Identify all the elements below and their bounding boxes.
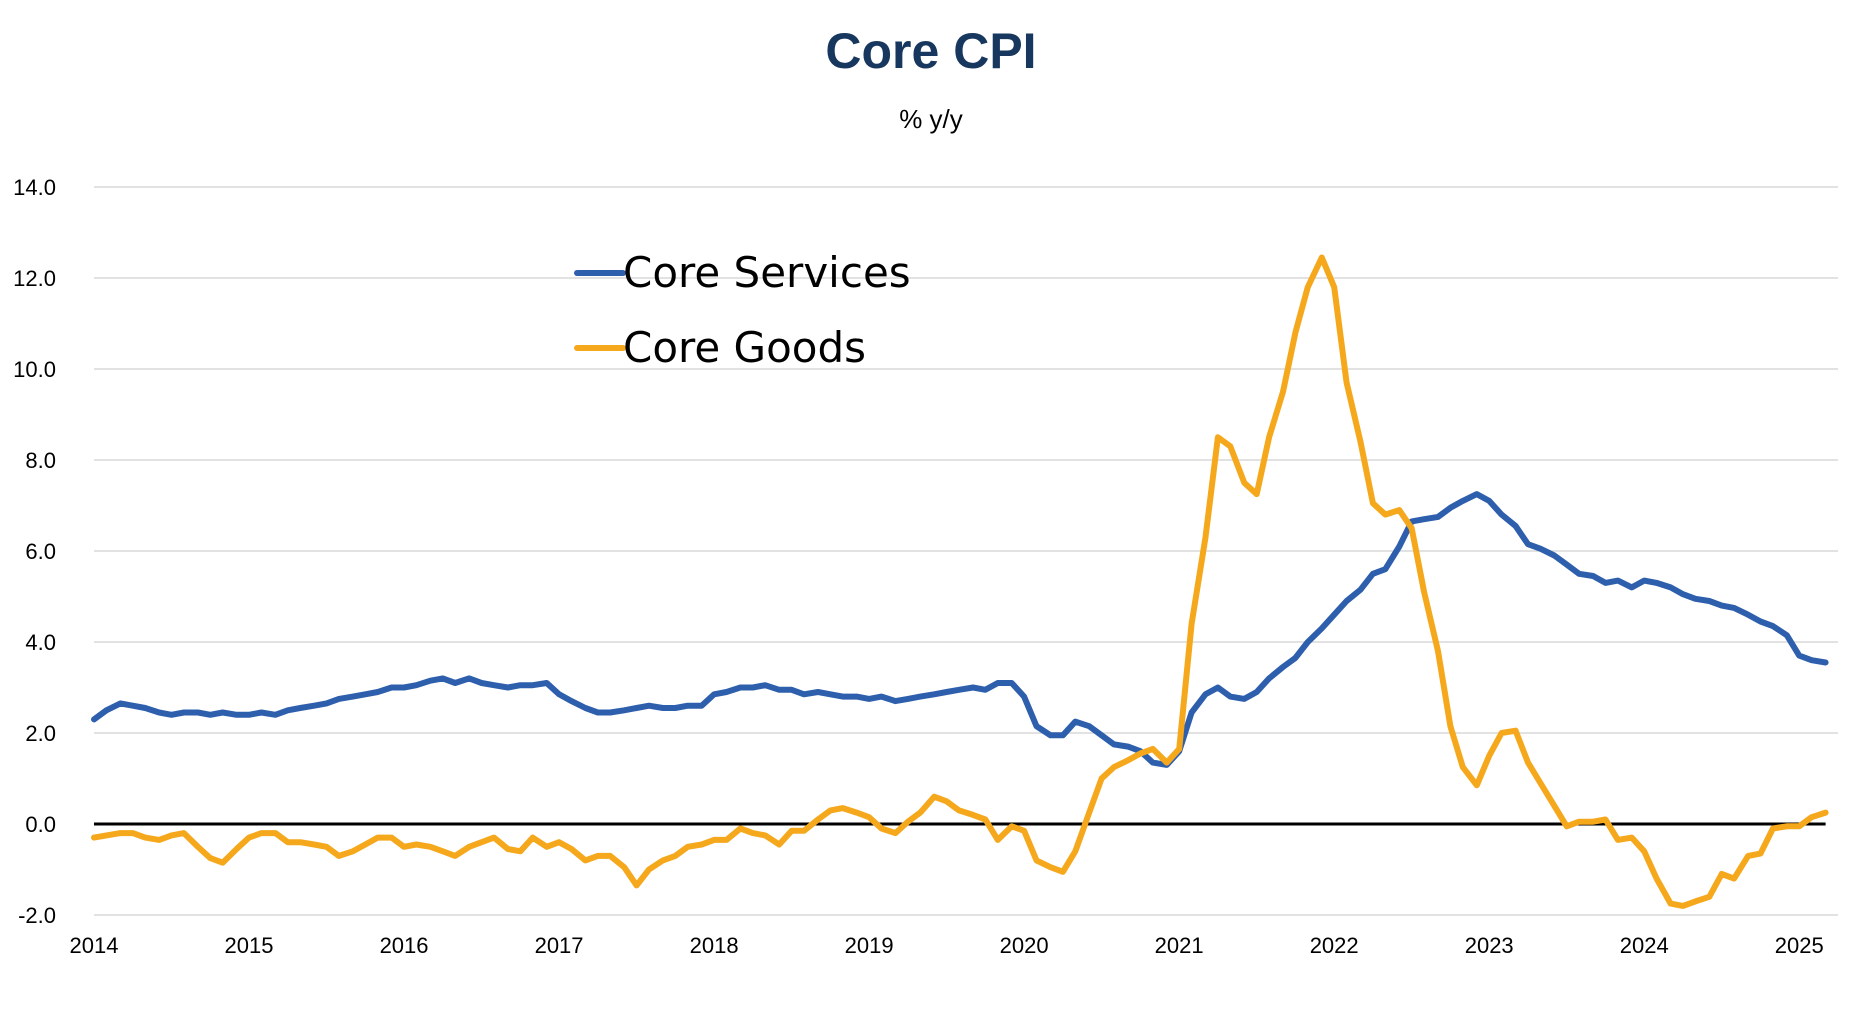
y-tick-label: 14.0 bbox=[13, 175, 56, 200]
core-goods-line bbox=[91, 254, 1829, 909]
y-tick-label: 10.0 bbox=[13, 357, 56, 382]
x-tick-label: 2016 bbox=[380, 933, 429, 958]
y-tick-label: 8.0 bbox=[25, 448, 56, 473]
gridlines bbox=[94, 186, 1838, 916]
x-tick-label: 2020 bbox=[1000, 933, 1049, 958]
x-tick-label: 2019 bbox=[845, 933, 894, 958]
y-tick-label: 0.0 bbox=[25, 812, 56, 837]
core-services-line bbox=[91, 491, 1829, 768]
x-tick-label: 2022 bbox=[1310, 933, 1359, 958]
y-tick-label: 4.0 bbox=[25, 630, 56, 655]
y-tick-label: 2.0 bbox=[25, 721, 56, 746]
x-tick-label: 2015 bbox=[225, 933, 274, 958]
x-tick-label: 2021 bbox=[1155, 933, 1204, 958]
x-tick-label: 2024 bbox=[1620, 933, 1669, 958]
x-tick-label: 2018 bbox=[690, 933, 739, 958]
legend: Core Services Core Goods bbox=[574, 248, 911, 372]
y-tick-label: 12.0 bbox=[13, 266, 56, 291]
chart-title: Core CPI bbox=[825, 23, 1037, 79]
x-tick-label: 2025 bbox=[1775, 933, 1824, 958]
x-tick-label: 2017 bbox=[535, 933, 584, 958]
x-tick-label: 2023 bbox=[1465, 933, 1514, 958]
chart-subtitle: % y/y bbox=[899, 104, 963, 134]
y-axis-ticks: 14.0 12.0 10.0 8.0 6.0 4.0 2.0 0.0 -2.0 bbox=[13, 175, 56, 928]
legend-label-core-services: Core Services bbox=[623, 248, 911, 297]
x-axis-ticks: 2014 2015 2016 2017 2018 2019 2020 2021 2022 2023… bbox=[70, 933, 1824, 958]
series-lines bbox=[91, 254, 1829, 909]
y-tick-label: -2.0 bbox=[18, 903, 56, 928]
y-tick-label: 6.0 bbox=[25, 539, 56, 564]
legend-label-core-goods: Core Goods bbox=[623, 323, 866, 372]
x-tick-label: 2014 bbox=[70, 933, 119, 958]
